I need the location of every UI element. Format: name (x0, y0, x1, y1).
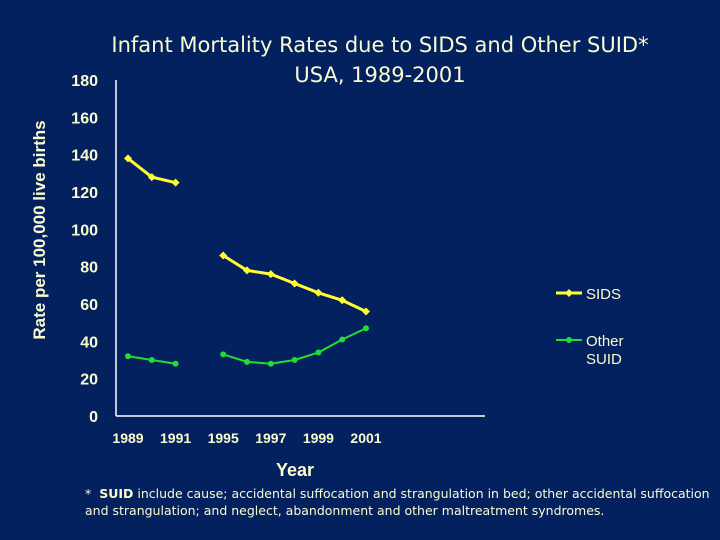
data-point (220, 351, 227, 358)
y-tick-label: 20 (80, 372, 98, 389)
y-tick-label: 60 (80, 297, 98, 314)
x-tick-label: 1997 (255, 430, 286, 446)
data-point (147, 173, 156, 182)
y-tick-label: 160 (71, 110, 98, 127)
y-tick-label: 140 (71, 148, 98, 165)
legend-label: SIDS (586, 286, 621, 303)
data-point (172, 360, 179, 367)
y-tick-label: 80 (80, 260, 98, 277)
legend-label: Other SUID (586, 333, 624, 368)
y-tick-label: 100 (71, 222, 98, 239)
chart-title-line-1: Infant Mortality Rates due to SIDS and O… (111, 33, 649, 57)
data-point (125, 353, 131, 360)
data-point (266, 270, 275, 279)
x-tick-label: 1995 (208, 430, 239, 446)
legend-marker (566, 337, 572, 343)
x-tick-label: 2001 (350, 430, 381, 446)
data-point (267, 360, 274, 367)
data-point (290, 279, 299, 288)
data-point (315, 349, 322, 356)
x-tick-label: 1991 (160, 430, 191, 446)
y-tick-label: 40 (80, 334, 98, 351)
legend-marker (565, 289, 573, 297)
data-point (124, 154, 132, 163)
y-tick-label: 0 (89, 409, 98, 426)
footnote: * SUID include cause; accidental suffoca… (85, 485, 710, 519)
x-tick-label: 1999 (303, 430, 334, 446)
data-point (363, 325, 369, 332)
data-point (171, 178, 180, 187)
data-point (314, 288, 323, 297)
data-point (338, 296, 347, 305)
x-tick-label: 1989 (112, 430, 143, 446)
footnote-term: SUID (99, 486, 134, 501)
y-tick-label: 180 (71, 73, 98, 90)
data-point (362, 307, 370, 316)
footnote-text: include cause; accidental suffocation an… (85, 486, 710, 518)
chart-title-line-2: USA, 1989-2001 (294, 63, 466, 87)
data-point (219, 251, 228, 260)
data-point (148, 357, 155, 363)
y-tick-label: 120 (71, 185, 98, 202)
chart-title: Infant Mortality Rates due to SIDS and O… (60, 30, 700, 90)
x-axis-label: Year (275, 460, 315, 480)
footnote-star: * (85, 486, 92, 501)
data-point (339, 336, 346, 343)
data-point (291, 357, 298, 363)
data-point (243, 266, 251, 275)
data-point (244, 358, 250, 365)
